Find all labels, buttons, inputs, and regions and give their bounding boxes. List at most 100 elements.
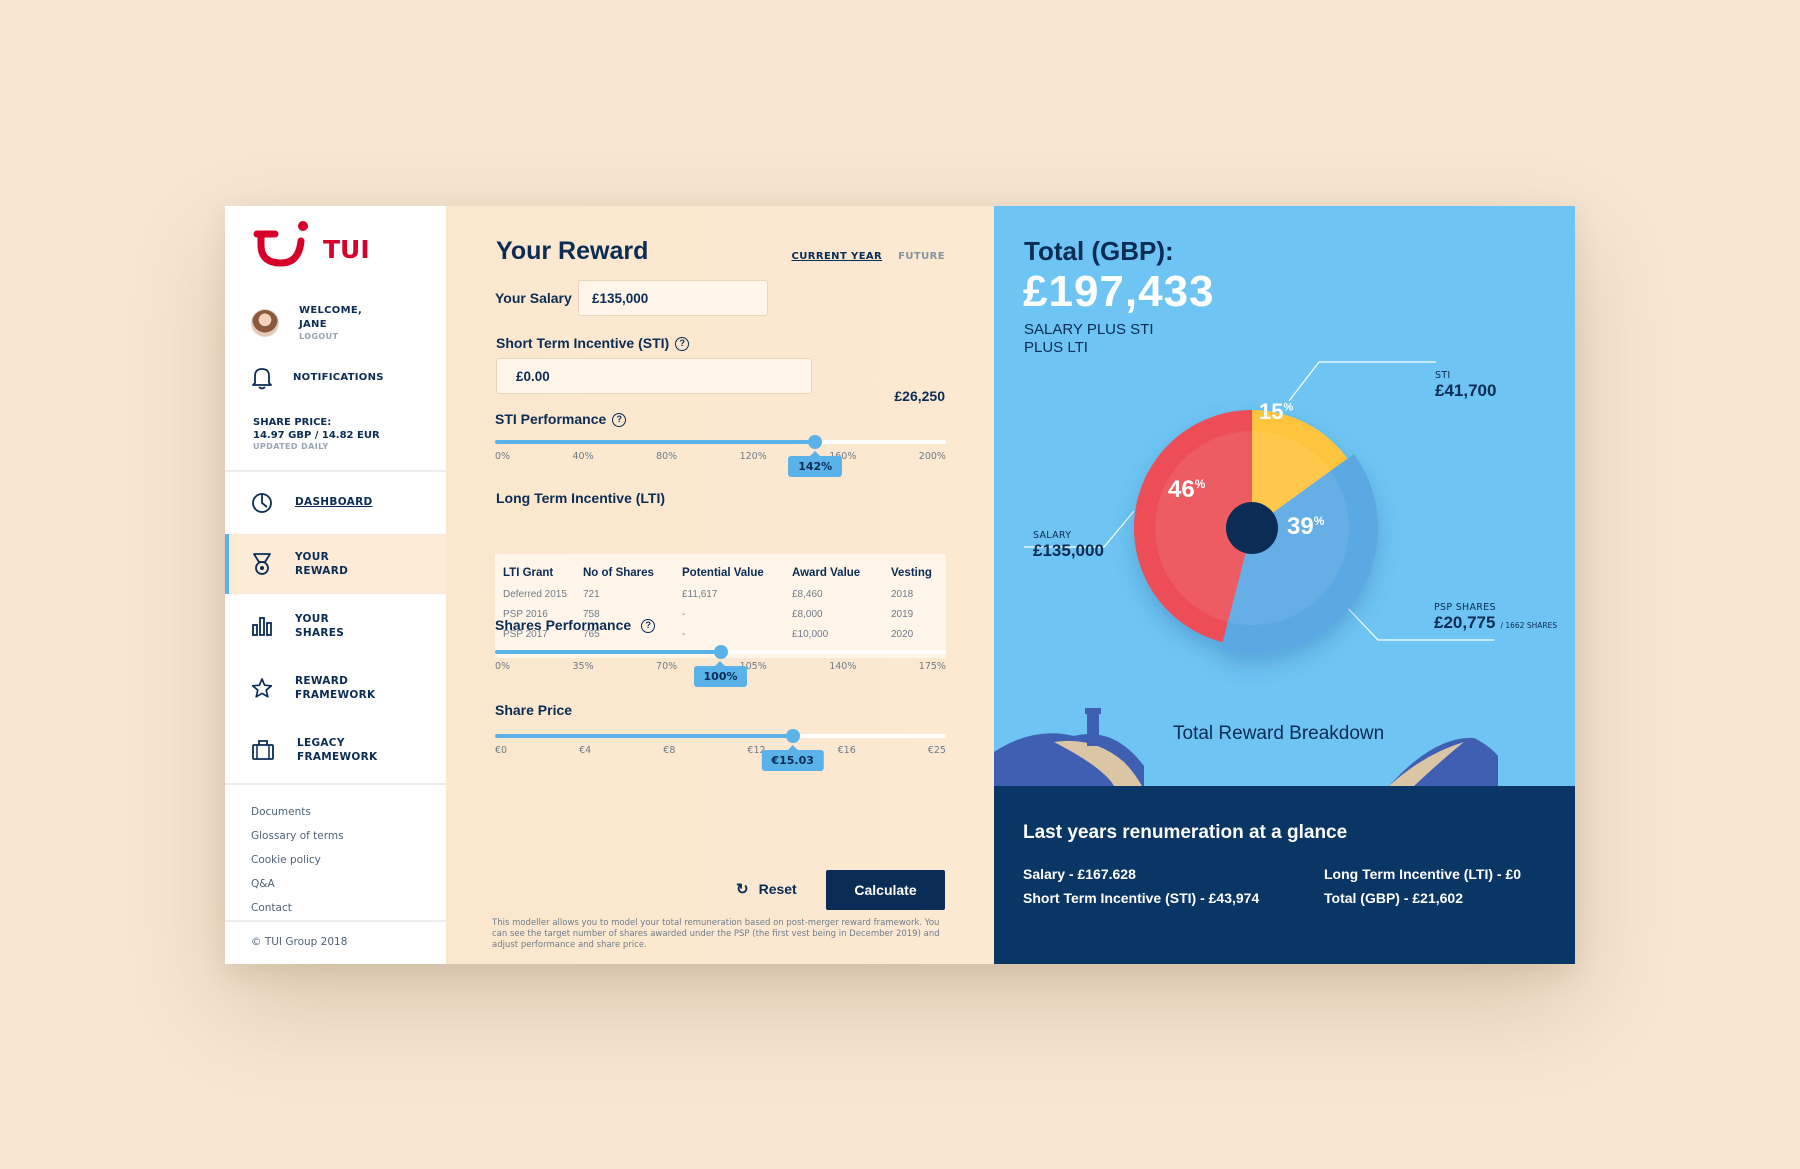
column-header: Vesting — [891, 567, 932, 579]
pie-slice-sti-inner — [1252, 431, 1331, 528]
footer-link-glossary[interactable]: Glossary of terms — [251, 830, 344, 842]
tick-label: 80% — [656, 451, 678, 462]
slider-ticks: 0% 40% 80% 120% 160% 200% — [495, 451, 946, 462]
help-icon[interactable]: ? — [641, 619, 656, 634]
nav-label: YOUR — [295, 551, 329, 563]
tab-future[interactable]: FUTURE — [898, 251, 945, 262]
divider — [225, 920, 446, 922]
table-header-row: LTI Grant No of Shares Potential Value A… — [503, 562, 941, 584]
nav-label: YOUR — [295, 613, 329, 625]
star-icon — [251, 678, 273, 698]
notifications-link[interactable]: NOTIFICATIONS — [251, 366, 384, 390]
breakdown-title: Total Reward Breakdown — [1173, 723, 1385, 744]
table-cell: 721 — [583, 588, 600, 600]
tick-label: €0 — [495, 745, 508, 756]
help-icon[interactable]: ? — [675, 337, 690, 352]
summary-panel: Total (GBP): £197,433 SALARY PLUS STI PL… — [994, 206, 1575, 964]
table-cell: Deferred 2015 — [503, 588, 567, 600]
pie-label-psp: 39% — [1287, 513, 1324, 541]
divider — [225, 783, 446, 785]
tick-label: €12 — [747, 745, 766, 756]
table-cell: 765 — [583, 628, 600, 640]
table-row: PSP 2017 765 - £10,000 2020 — [503, 624, 941, 644]
tick-label: 70% — [656, 661, 678, 672]
salary-input[interactable]: £135,000 — [578, 280, 768, 316]
callout-note: / 1662 SHARES — [1500, 621, 1558, 630]
tab-current-year[interactable]: CURRENT YEAR — [791, 251, 883, 262]
app-window: TUI WELCOME, JANE LOGOUT NOTIFICATIONS S… — [225, 206, 1575, 964]
table-cell: £10,000 — [792, 628, 829, 640]
table-cell: 2018 — [891, 588, 914, 600]
pie-percent: 39 — [1287, 513, 1314, 540]
lti-label: Long Term Incentive (LTI) — [496, 490, 666, 506]
shares-performance-slider[interactable]: 0% 35% 70% 105% 140% 175% 100% — [495, 645, 946, 687]
welcome-text: WELCOME, — [299, 305, 363, 316]
callout-label: STI — [1435, 370, 1451, 381]
slider-ticks: €0 €4 €8 €12 €16 €25 — [495, 745, 946, 756]
table-cell: £11,617 — [682, 588, 718, 600]
table-cell: £8,460 — [792, 588, 823, 600]
nav-label: SHARES — [295, 627, 345, 639]
reset-button[interactable]: ↻ Reset — [736, 880, 797, 898]
reward-pie-chart — [994, 361, 1498, 786]
nav-label: FRAMEWORK — [297, 751, 378, 763]
refresh-icon: ↻ — [736, 881, 749, 898]
share-price-slider-label: Share Price — [495, 702, 573, 718]
slider-handle[interactable] — [785, 729, 800, 743]
table-row: PSP 2016 758 - £8,000 2019 — [503, 604, 941, 624]
brand-name: TUI — [323, 234, 370, 264]
tick-label: €8 — [663, 745, 676, 756]
dashboard-icon — [252, 493, 272, 513]
mountain-right-light — [1389, 742, 1464, 786]
sti-performance-label-row: STI Performance? — [495, 411, 627, 428]
percent-sign: % — [1313, 514, 1325, 528]
nav-reward-framework[interactable]: REWARD FRAMEWORK — [225, 658, 446, 718]
footer-link-qa[interactable]: Q&A — [251, 878, 275, 890]
slider-ticks: 0% 35% 70% 105% 140% 175% — [495, 661, 946, 672]
slider-handle[interactable] — [808, 435, 823, 449]
sti-label-row: Short Term Incentive (STI)? — [496, 335, 690, 352]
nav-label: FRAMEWORK — [295, 689, 376, 701]
total-subtitle-line: SALARY PLUS STI — [1024, 321, 1154, 338]
nav-your-shares[interactable]: YOUR SHARES — [225, 596, 446, 656]
last-year-total: Total (GBP) - £21,602 — [1324, 890, 1464, 906]
tick-label: 120% — [739, 451, 767, 462]
calculate-button[interactable]: Calculate — [826, 870, 945, 910]
share-price-slider[interactable]: €0 €4 €8 €12 €16 €25 €15.03 — [495, 729, 946, 771]
callout-salary: SALARY £135,000 — [1033, 530, 1104, 561]
avatar — [251, 309, 279, 337]
nav-your-reward[interactable]: YOUR REWARD — [225, 534, 446, 594]
slider-handle[interactable] — [713, 645, 728, 659]
bell-icon — [252, 368, 272, 390]
total-value: £197,433 — [1023, 267, 1215, 316]
nav-dashboard[interactable]: DASHBOARD — [225, 472, 446, 532]
salary-label: Your Salary — [495, 290, 572, 306]
column-header: No of Shares — [583, 567, 654, 579]
tui-logo[interactable]: TUI — [253, 217, 370, 269]
column-header: LTI Grant — [503, 567, 554, 579]
footer-link-documents[interactable]: Documents — [251, 806, 311, 818]
help-icon[interactable]: ? — [612, 413, 627, 428]
pie-label-sti: 15% — [1259, 399, 1293, 425]
table-cell: 2020 — [891, 628, 914, 640]
last-year-salary: Salary - £167.628 — [1023, 866, 1136, 882]
pie-center — [1226, 502, 1278, 554]
slider-value-bubble: 100% — [693, 661, 748, 687]
sti-input[interactable]: £0.00 — [496, 358, 812, 394]
callout-line-psp — [1340, 600, 1494, 641]
bar-chart-icon — [252, 617, 272, 636]
column-header: Award Value — [792, 567, 861, 579]
table-cell: 2019 — [891, 608, 914, 620]
pie-percent: 46 — [1168, 476, 1195, 503]
nav-label: LEGACY — [297, 737, 345, 749]
callout-value: £41,700 — [1435, 381, 1497, 400]
callout-label: SALARY — [1033, 530, 1072, 541]
nav-legacy-framework[interactable]: LEGACY FRAMEWORK — [225, 720, 446, 780]
shares-performance-label-row: Shares Performance? — [495, 617, 656, 634]
slider-value-bubble: 142% — [788, 451, 843, 477]
logout-link[interactable]: LOGOUT — [299, 332, 339, 341]
footer-link-cookie-policy[interactable]: Cookie policy — [251, 854, 321, 866]
reset-label: Reset — [758, 881, 797, 897]
footer-link-contact[interactable]: Contact — [251, 902, 292, 914]
sti-performance-slider[interactable]: 0% 40% 80% 120% 160% 200% 142% — [495, 435, 946, 477]
